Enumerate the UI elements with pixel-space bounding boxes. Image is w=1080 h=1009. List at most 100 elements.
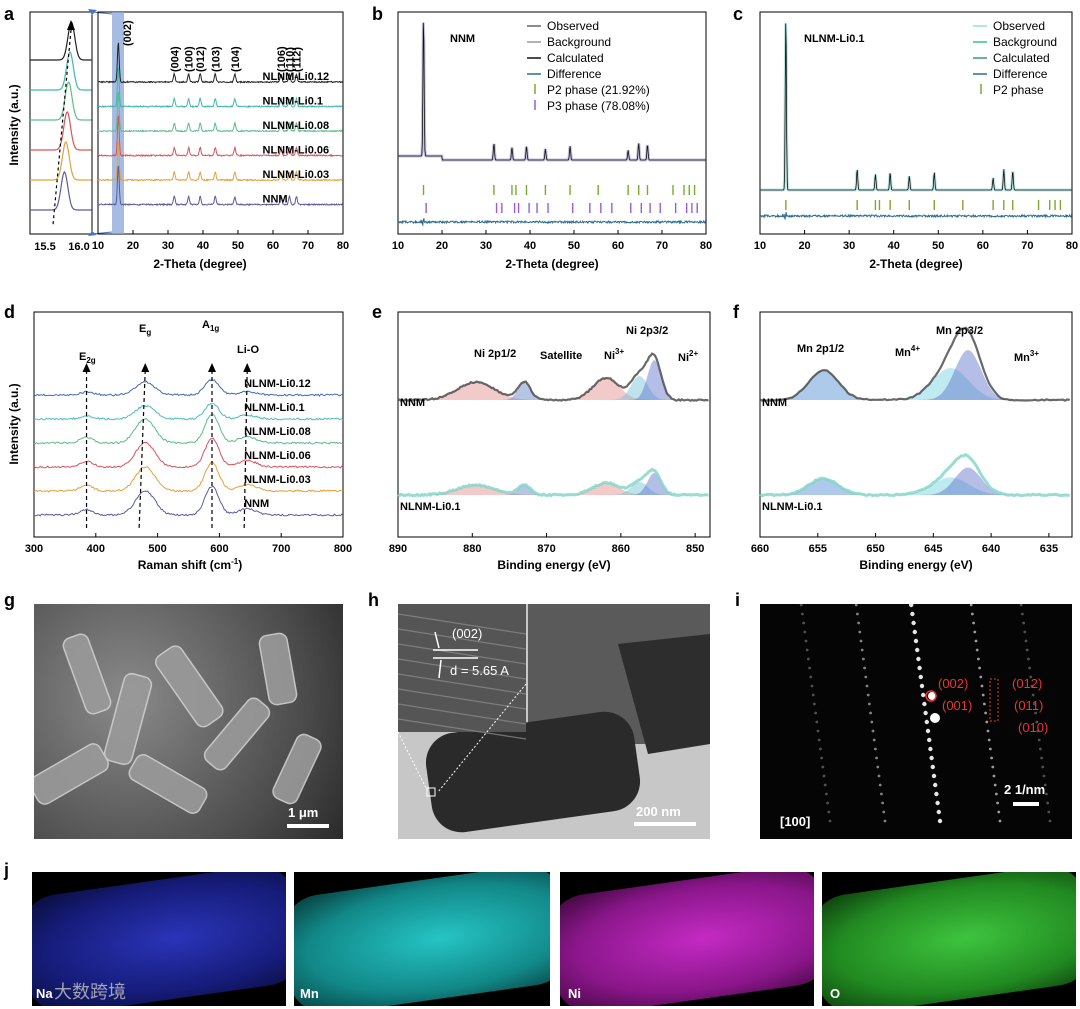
tick-label: 640 xyxy=(982,543,1000,555)
hkl-label: (106) xyxy=(276,46,288,72)
diffraction-spot xyxy=(1033,702,1036,706)
peak-arrow xyxy=(141,363,150,372)
tick-label: 60 xyxy=(977,240,989,252)
diffraction-spot xyxy=(969,604,973,607)
spot-011: (011) xyxy=(1014,698,1044,713)
raman-curve xyxy=(33,402,344,421)
inset-curves xyxy=(30,21,92,211)
diffraction-spot xyxy=(883,819,887,823)
diffraction-spot xyxy=(1040,756,1043,760)
peak-arrow xyxy=(243,363,252,372)
x-ticks: 890 880 870 860 850 xyxy=(389,533,704,555)
raman-curves xyxy=(33,379,344,517)
diffraction-spot xyxy=(1034,711,1037,715)
peak-a1g: A1g xyxy=(202,319,219,333)
legend: Observed Background Calculated Difference P2… xyxy=(527,19,650,113)
tick-label: 600 xyxy=(210,543,228,555)
legend-label: Background xyxy=(993,35,1057,49)
diffraction-spot xyxy=(1030,684,1034,688)
xps-component xyxy=(760,370,1072,400)
tick-label: 80 xyxy=(337,240,349,252)
diffraction-spot xyxy=(973,630,977,634)
peak-lio: Li-O xyxy=(237,344,259,356)
diffraction-spot xyxy=(864,675,868,679)
diffraction-spot xyxy=(881,801,884,805)
diffraction-spot xyxy=(987,738,991,742)
xps-component xyxy=(398,481,710,495)
diffraction-spot xyxy=(807,657,810,661)
diffraction-spot xyxy=(859,639,863,643)
panel-e-label: e xyxy=(372,302,382,322)
diffraction-spot xyxy=(972,621,975,625)
tick-label: 20 xyxy=(798,240,810,252)
diffraction-spot xyxy=(865,684,869,688)
element-label-o: O xyxy=(830,986,841,1001)
diffraction-spot xyxy=(915,647,920,653)
figure-canvas: a Intensity (a.u.) 15.5 16.0 (002) (004)… xyxy=(4,4,1078,572)
peak-eg: Eg xyxy=(139,323,151,337)
legend: Observed Background Calculated Difference P2… xyxy=(973,19,1057,97)
diffraction-spot xyxy=(1035,720,1039,724)
diffraction-spot xyxy=(804,639,808,643)
diffraction-spot xyxy=(811,693,815,697)
hkl-labels: (004) (100) (012) (103) (104) (106)(110)(112) xyxy=(169,46,303,72)
diffraction-spot xyxy=(923,710,928,716)
diffraction-spot xyxy=(924,719,929,725)
xps-component xyxy=(398,360,710,400)
diffraction-spot xyxy=(1028,666,1031,670)
tick-label: 660 xyxy=(751,543,769,555)
diffraction-spot xyxy=(877,774,881,778)
legend-label: Difference xyxy=(993,67,1048,81)
diffraction-spot xyxy=(828,819,832,823)
x-ticks: 10 20 30 40 50 60 70 80 xyxy=(392,230,712,252)
legend-label: Background xyxy=(547,35,611,49)
eds-map-mn: Mn xyxy=(294,872,550,1006)
diffraction-spot xyxy=(971,612,974,616)
diffraction-spot xyxy=(910,611,915,617)
peak-mn2p12: Mn 2p1/2 xyxy=(797,343,844,355)
diffraction-spot xyxy=(823,783,827,787)
diffraction-spot xyxy=(922,701,927,707)
peak-ni3: Ni3+ xyxy=(604,347,624,362)
diffraction-spot xyxy=(1027,657,1030,661)
panel-b-plot: NNM Observed Background Calculated Differen… xyxy=(392,11,712,271)
panel-f-label: f xyxy=(733,302,740,322)
diffraction-spot xyxy=(878,783,882,787)
diffraction-spots xyxy=(799,604,1052,824)
calculated-curve xyxy=(398,22,706,161)
difference-curve xyxy=(759,212,1073,221)
diffraction-spot xyxy=(870,720,874,724)
diffraction-spot xyxy=(866,693,870,697)
diffraction-spot xyxy=(989,747,992,751)
peak-guide xyxy=(243,369,248,531)
spot-010: (010) xyxy=(1018,720,1049,735)
diffraction-spot xyxy=(979,675,983,679)
diffraction-spot xyxy=(928,746,933,752)
element-label-na: Na xyxy=(36,986,53,1001)
tick-label: 70 xyxy=(656,240,668,252)
diffraction-spot xyxy=(1042,774,1046,778)
peak-ni2p32: Ni 2p3/2 xyxy=(626,325,668,337)
legend-label: P3 phase (78.08%) xyxy=(547,99,650,113)
peak-arrow xyxy=(82,363,91,372)
diffraction-spot xyxy=(911,620,916,626)
legend-label: Calculated xyxy=(993,51,1050,65)
xrd-curve xyxy=(97,115,343,158)
diffraction-spot xyxy=(1039,747,1042,751)
tick-label: 300 xyxy=(25,543,43,555)
sample-label: NLNM-Li0.12 xyxy=(263,71,330,83)
diffraction-spot xyxy=(981,693,985,697)
zone-axis: [100] xyxy=(780,814,811,829)
diffraction-spot xyxy=(816,729,820,733)
diffraction-spot xyxy=(975,648,979,652)
spot-001: (001) xyxy=(942,698,973,713)
diffraction-spot xyxy=(814,711,817,715)
x-ticks: 10 20 30 40 50 60 70 80 xyxy=(754,230,1078,252)
panel-a-label: a xyxy=(4,4,15,24)
diffraction-spot xyxy=(1021,612,1024,616)
diffraction-spot xyxy=(817,738,821,742)
diffraction-spot xyxy=(1041,765,1045,769)
peak-ni2p12: Ni 2p1/2 xyxy=(474,348,516,360)
tick-label: 10 xyxy=(754,240,766,252)
tick-label: 50 xyxy=(932,240,944,252)
